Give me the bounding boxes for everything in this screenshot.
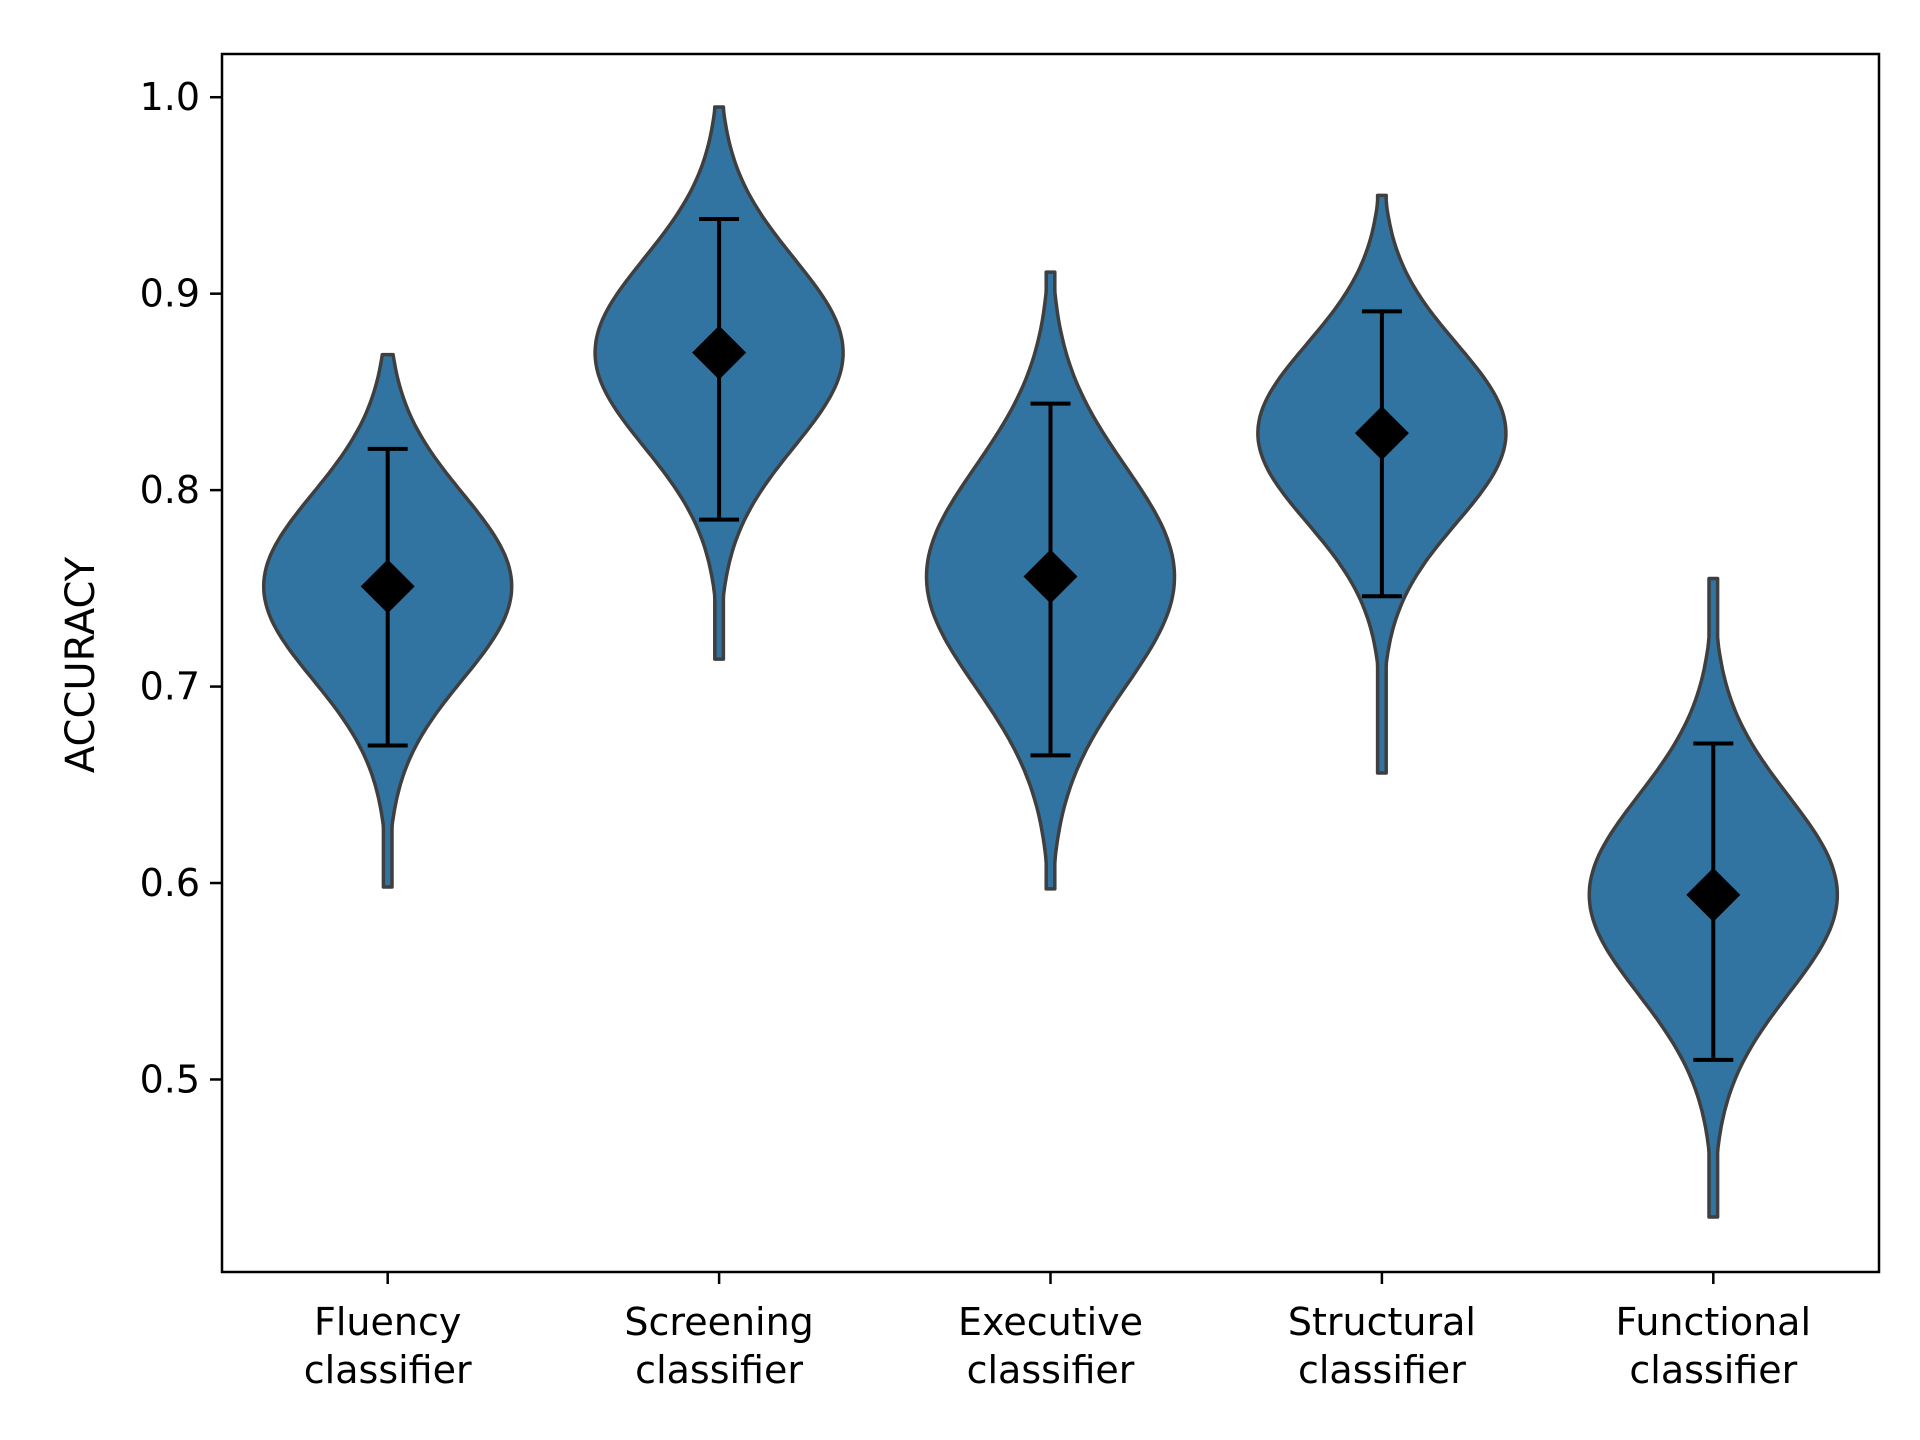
y-tick-label: 1.0 — [140, 75, 200, 119]
y-tick-label: 0.9 — [140, 272, 200, 316]
mean-marker — [1686, 867, 1741, 922]
y-axis: 0.5 0.6 0.7 0.8 0.9 1.0 — [140, 75, 222, 1101]
x-tick-label: Structural — [1288, 1300, 1476, 1344]
x-tick-label: classifier — [1298, 1348, 1466, 1392]
x-tick-label: classifier — [1629, 1348, 1797, 1392]
y-tick-label: 0.7 — [140, 665, 200, 709]
x-tick-label: classifier — [967, 1348, 1135, 1392]
mean-marker — [1023, 549, 1078, 604]
y-tick-label: 0.6 — [140, 861, 200, 905]
x-tick-label: Fluency — [314, 1300, 461, 1344]
y-axis-title: ACCURACY — [58, 556, 104, 773]
x-tick-label: classifier — [635, 1348, 803, 1392]
y-tick-label: 0.5 — [140, 1057, 200, 1101]
x-tick-label: Functional — [1616, 1300, 1811, 1344]
x-tick-label: classifier — [304, 1348, 472, 1392]
x-axis: FluencyclassifierScreeningclassifierExec… — [304, 1272, 1811, 1392]
mean-marker — [1354, 406, 1409, 461]
y-tick-label: 0.8 — [140, 468, 200, 512]
mean-marker — [692, 325, 747, 380]
mean-marker — [360, 559, 415, 614]
x-tick-label: Executive — [958, 1300, 1143, 1344]
x-tick-label: Screening — [624, 1300, 813, 1344]
mean-markers-layer — [360, 325, 1741, 922]
